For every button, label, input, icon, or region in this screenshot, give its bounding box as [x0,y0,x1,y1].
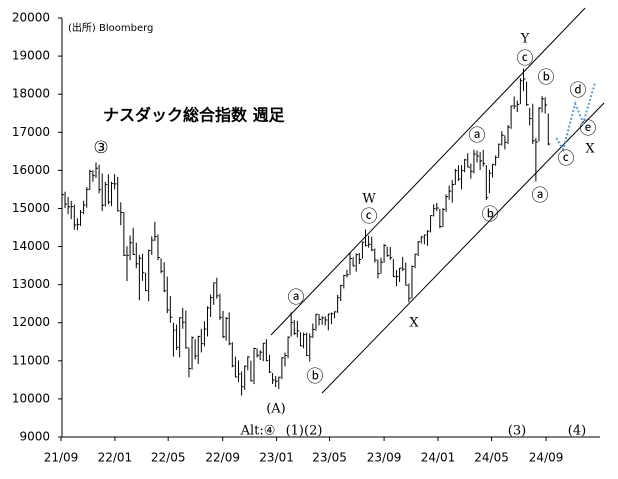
projection-line [555,82,597,152]
channel-line [321,102,605,394]
wave-label: (1)(2) [286,424,323,439]
y-tick-label: 16000 [12,163,50,177]
wave-label: (A) [266,402,286,417]
x-tick-label: 22/01 [98,451,133,465]
wave-label: ③ [93,138,108,158]
y-tick-label: 20000 [12,11,50,25]
x-tick-label: 24/05 [474,451,509,465]
x-tick-label: 24/01 [421,451,456,465]
x-tick-label: 23/05 [312,451,347,465]
wave-label: ⓑ [307,367,324,387]
y-tick-label: 11000 [12,353,50,367]
x-tick-label: 21/09 [44,451,79,465]
wave-label: ⓐ [288,288,305,308]
x-tick-label: 23/01 [259,451,294,465]
wave-label: W [362,192,376,207]
wave-label: ⓔ [580,119,597,139]
x-tick-label: 22/09 [205,451,240,465]
wave-label: ⓒ [517,49,534,69]
wave-label: (3) [508,424,526,439]
wave-label: ⓒ [361,207,378,227]
wave-label: ⓑ [538,68,555,88]
y-tick-label: 10000 [12,391,50,405]
channel-line [270,7,586,336]
y-tick-label: 18000 [12,87,50,101]
wave-label: Alt:④ [240,424,276,439]
y-tick-label: 12000 [12,315,50,329]
y-tick-label: 15000 [12,201,50,215]
wave-label: ⓓ [570,81,587,101]
x-tick-label: 23/09 [367,451,402,465]
y-tick-label: 14000 [12,239,50,253]
wave-label: ⓑ [482,205,499,225]
y-tick-label: 19000 [12,49,50,63]
wave-label: X [585,142,595,157]
x-tick-label: 24/09 [529,451,564,465]
wave-label: ⓐ [469,126,486,146]
wave-label: (4) [568,424,586,439]
wave-label: X [409,316,419,331]
x-tick-label: 22/05 [151,451,186,465]
wave-label: Y [520,32,530,47]
y-tick-label: 17000 [12,125,50,139]
y-tick-label: 9000 [19,430,50,444]
chart-title: ナスダック総合指数 週足 [103,106,286,125]
wave-label: ⓐ [532,186,549,206]
y-tick-label: 13000 [12,277,50,291]
wave-label: ⓒ [558,149,575,169]
source: (出所) Bloomberg [68,21,153,34]
